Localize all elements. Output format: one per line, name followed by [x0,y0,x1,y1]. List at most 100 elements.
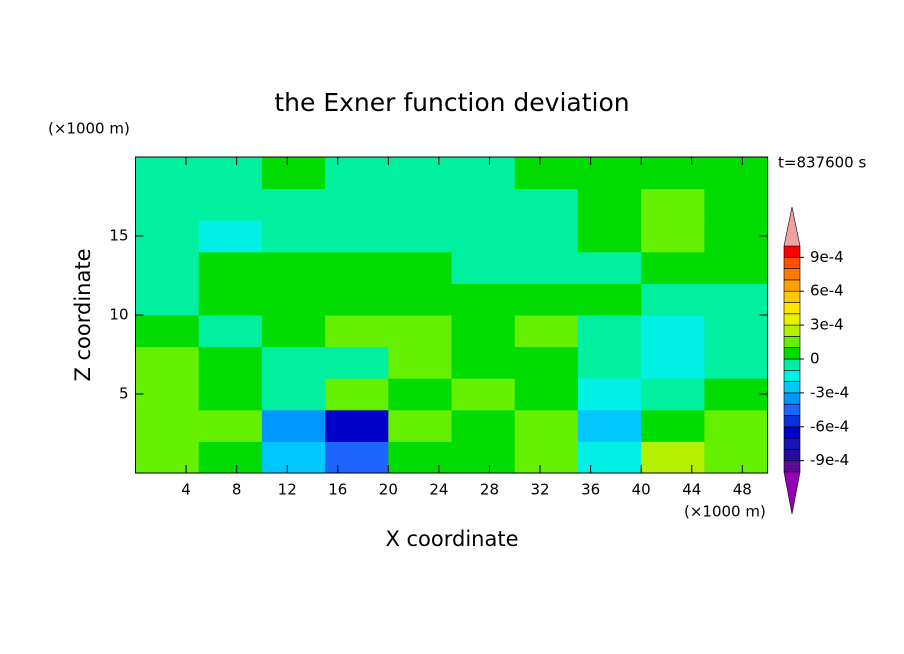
contour-cell [135,220,200,253]
contour-cell [577,188,642,221]
contour-cell [325,441,389,474]
contour-cell [388,157,453,190]
contour-cell [704,283,769,316]
contour-cell [704,251,769,284]
contour-cell [704,346,769,379]
contour-cell [704,378,769,411]
colorbar-box [783,324,801,337]
contour-cell [704,220,769,253]
contour-cell [198,346,263,379]
contour-cell [451,157,516,190]
contour-cell [577,441,642,474]
contour-cell [135,346,200,379]
colorbar-box [783,268,801,281]
contour-cell [261,315,326,348]
contour-cell [135,409,200,442]
contour-cell [198,283,263,316]
contour-cell [451,315,516,348]
contour-cell [641,315,705,348]
contour-cell [514,441,579,474]
x-tick-label: 4 [181,481,191,499]
x-tick-label: 28 [480,481,499,499]
colorbar-box [783,245,801,258]
y-unit: (×1000 m) [48,120,130,138]
contour-cell [641,378,705,411]
contour-cell [261,441,326,474]
contour-cell [704,157,769,190]
contour-cell [577,157,642,190]
contour-cell [704,315,769,348]
contour-cell [641,441,705,474]
contour-cell [577,346,642,379]
contour-cell [577,409,642,442]
contour-cell [198,315,263,348]
contour-cell [514,283,579,316]
colorbar-extend-low [783,471,801,515]
colorbar-box [783,415,801,428]
contour-cell [514,188,579,221]
colorbar-extend-high [783,206,801,247]
contour-cell [388,409,453,442]
contour-cell [135,251,200,284]
contour-cell [388,188,453,221]
colorbar-box [783,437,801,450]
x-tick-label: 24 [429,481,448,499]
contour-cell [261,346,326,379]
contour-cell [135,283,200,316]
colorbar-box [783,381,801,394]
contour-cell [451,220,516,253]
contour-cell [641,220,705,253]
x-tick-label: 40 [632,481,651,499]
contour-cell [704,409,769,442]
colorbar-box [783,426,801,439]
contour-cell [325,409,389,442]
contour-cell [261,220,326,253]
colorbar-box [783,403,801,416]
contour-cell [261,188,326,221]
contour-cell [261,378,326,411]
contour-cell [388,283,453,316]
contour-cell [451,251,516,284]
contour-cell [198,251,263,284]
x-unit: (×1000 m) [684,503,766,521]
contour-cell [135,157,200,190]
contour-cell [451,409,516,442]
x-tick-label: 44 [682,481,701,499]
contour-cell [261,409,326,442]
colorbar-tick-label: -9e-4 [810,451,849,469]
contour-cell [577,220,642,253]
colorbar-box [783,369,801,382]
chart-title: the Exner function deviation [274,88,629,117]
contour-cell [325,283,389,316]
contour-cell [325,378,389,411]
contour-cell [641,157,705,190]
contour-cell [641,409,705,442]
contour-cell [198,378,263,411]
colorbar-box [783,460,801,473]
contour-cell [451,188,516,221]
contour-cell [514,409,579,442]
contour-cell [198,157,263,190]
x-tick-label: 12 [278,481,297,499]
colorbar-box [783,313,801,326]
contour-cell [135,441,200,474]
colorbar-box [783,290,801,303]
contour-cell [325,346,389,379]
contour-cell [451,346,516,379]
colorbar-box [783,449,801,461]
contour-cell [261,283,326,316]
contour-cell [388,346,453,379]
contour-cell [514,251,579,284]
y-tick-label: 10 [109,306,128,324]
contour-cell [261,157,326,190]
contour-cell [577,283,642,316]
y-tick-label: 15 [109,227,128,245]
colorbar-box [783,279,801,292]
contour-cell [388,315,453,348]
x-tick-label: 20 [379,481,398,499]
colorbar-box [783,347,801,360]
contour-cell [514,220,579,253]
y-axis-label: Z coordinate [71,248,95,381]
contour-cell [641,188,705,221]
